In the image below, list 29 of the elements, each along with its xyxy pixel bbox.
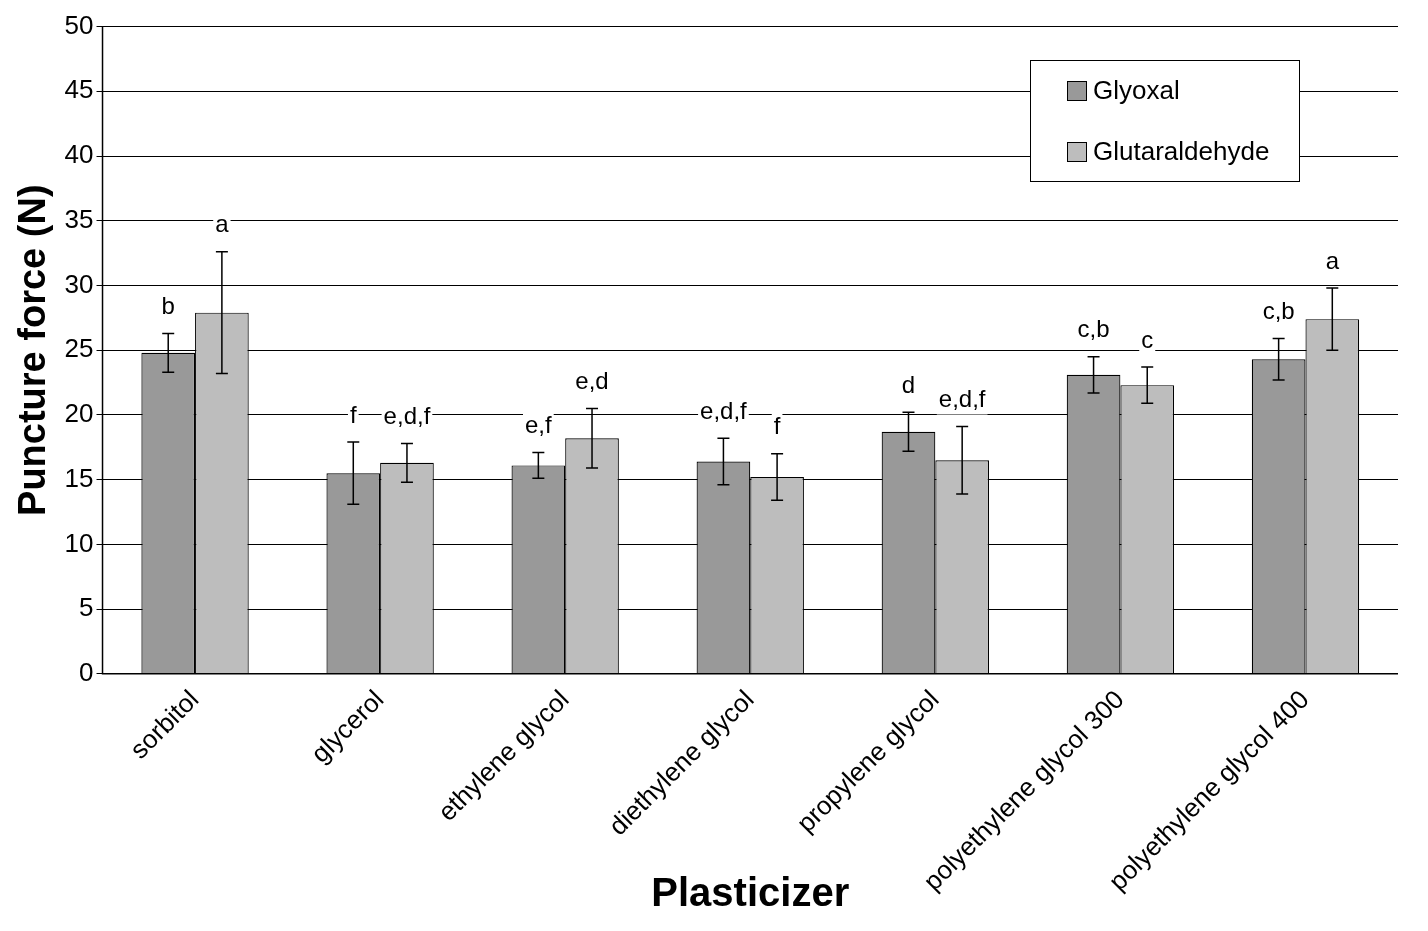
y-tick-label: 45	[64, 74, 94, 105]
y-tick-label: 0	[79, 656, 94, 687]
legend-label: Glyoxal	[1093, 75, 1180, 106]
data-label: e,d,f	[700, 396, 748, 424]
data-label: e,f	[525, 411, 553, 439]
data-label: d	[901, 370, 916, 398]
x-axis-title: Plasticizer	[651, 870, 850, 915]
data-label: c	[1141, 325, 1154, 353]
data-label: e,d	[575, 367, 609, 395]
legend-label: Glutaraldehyde	[1093, 136, 1270, 167]
data-label: f	[349, 400, 357, 428]
data-label: a	[1325, 246, 1340, 274]
data-label: a	[215, 210, 230, 238]
y-axis-title: Puncture force (N)	[11, 184, 54, 516]
y-tick-label: 25	[64, 333, 94, 364]
data-label: e,d,f	[938, 385, 986, 413]
y-tick-label: 15	[64, 462, 94, 493]
y-tick-label: 30	[64, 268, 94, 299]
data-label: c,b	[1262, 297, 1295, 325]
data-label: f	[773, 412, 781, 440]
y-tick-label: 10	[64, 527, 94, 558]
data-label: e,d,f	[383, 402, 431, 430]
y-tick-label: 20	[64, 398, 94, 429]
data-label: b	[161, 292, 175, 319]
y-tick-label: 5	[79, 592, 94, 623]
y-tick-label: 40	[64, 139, 94, 170]
y-tick-label: 50	[64, 9, 94, 40]
data-label: c,b	[1077, 315, 1110, 343]
y-tick-label: 35	[64, 203, 94, 234]
